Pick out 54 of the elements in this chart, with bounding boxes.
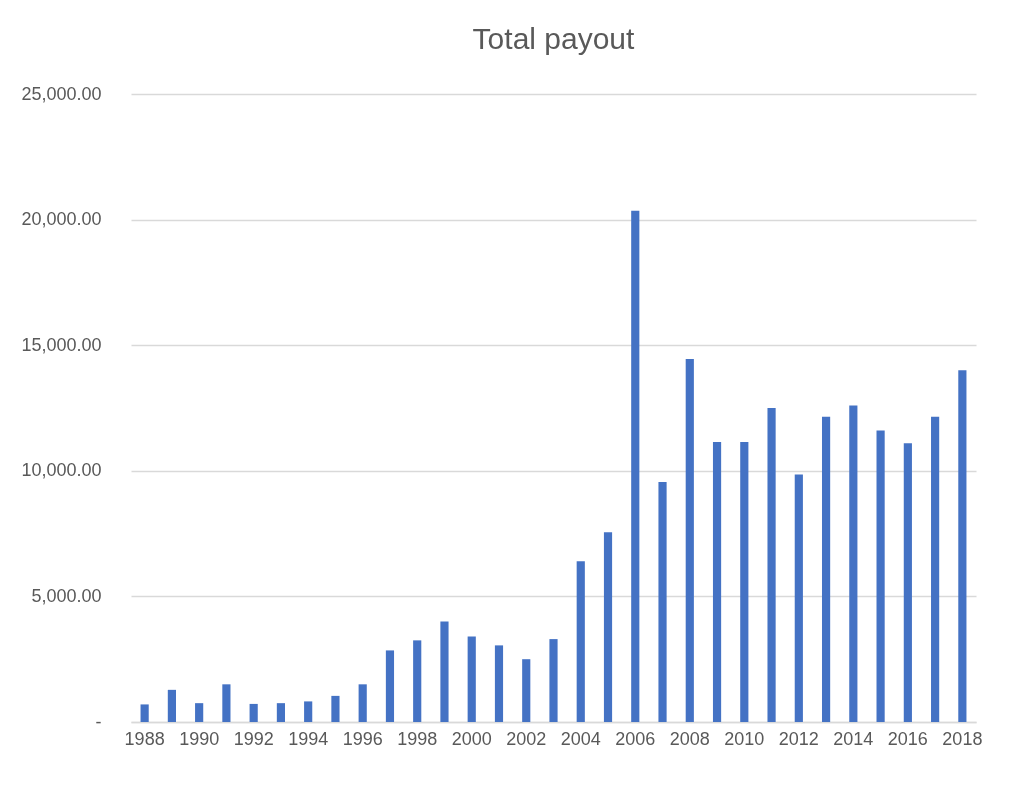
bar [821,416,831,722]
x-tick-label: 2002 [506,728,547,749]
bar [494,645,504,722]
bar [576,561,585,722]
x-tick-label: 1990 [179,728,220,749]
bar [276,703,286,722]
bar [849,405,858,722]
bar [222,684,231,722]
bar [195,703,204,722]
bar [167,689,176,722]
x-tick-label: 1988 [124,728,165,749]
bar [467,636,476,722]
bar [331,695,340,722]
bar [522,659,531,722]
bar [740,441,749,722]
x-tick-label: 1992 [233,728,274,749]
y-tick-label: 10,000.00 [21,460,102,481]
x-tick-label: 2016 [887,728,928,749]
bar [931,416,940,722]
y-tick-label: 20,000.00 [21,209,102,230]
chart-title: Total payout [472,22,636,55]
bar [631,210,640,722]
bar [658,482,667,722]
x-tick-label: 2008 [669,728,710,749]
bar [358,684,367,722]
x-tick-label: 1994 [288,728,329,749]
x-tick-label: 2000 [451,728,492,749]
y-tick-label: 15,000.00 [21,334,102,355]
bar [603,532,613,722]
bar [413,640,422,722]
bar [304,701,313,722]
bar [249,703,258,722]
x-tick-label: 2004 [560,728,601,749]
bar [903,443,912,722]
x-tick-label: 2006 [615,728,656,749]
bar [712,441,722,722]
bar [794,474,803,722]
bar [549,639,558,722]
x-tick-label: 2012 [778,728,819,749]
x-tick-label: 1998 [397,728,438,749]
x-tick-label: 2010 [724,728,765,749]
x-tick-label: 1996 [342,728,383,749]
bar [876,430,885,722]
x-tick-label: 2014 [833,728,874,749]
y-tick-label: 5,000.00 [31,585,102,606]
y-tick-label: - [95,711,102,732]
y-tick-label: 25,000.00 [21,83,102,104]
bar [958,370,967,722]
bar [140,704,149,722]
bar [385,650,395,722]
x-tick-label: 2018 [942,728,983,749]
bar [440,621,449,722]
bar [685,359,694,722]
bar [767,408,776,722]
